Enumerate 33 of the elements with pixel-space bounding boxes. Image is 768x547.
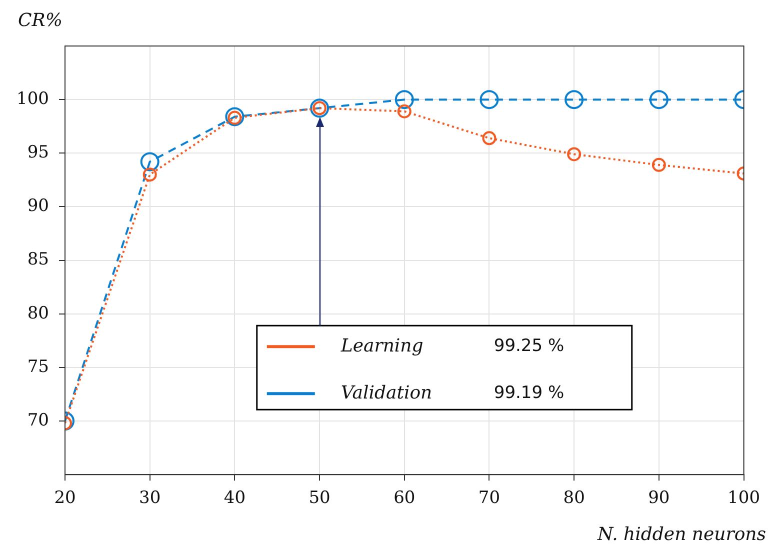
y-tick-label: 80: [27, 303, 49, 324]
point: [564, 90, 584, 110]
y-tick-label: 70: [27, 410, 49, 430]
point: [649, 90, 668, 110]
y-tick-label: 100: [16, 88, 49, 109]
legend-label: Learning: [340, 335, 424, 356]
x-tick-label: 70: [478, 488, 500, 508]
x-tick-label: 60: [394, 488, 416, 508]
x-tick-label: 40: [224, 488, 246, 508]
y-tick-label: 75: [27, 356, 49, 377]
y-tick-label: 90: [27, 196, 49, 216]
point: [397, 104, 412, 118]
annotation: 99.19 %: [494, 383, 564, 404]
y-tick-label: 85: [27, 250, 49, 270]
x-axis-title: N. hidden neurons: [596, 524, 766, 545]
x-tick-label: 50: [308, 488, 330, 508]
point: [480, 90, 499, 110]
x-tick-label: 100: [728, 488, 760, 508]
point: [140, 152, 160, 172]
y-axis-title: CR%: [18, 10, 62, 31]
point: [142, 168, 157, 182]
annotation: 99.25 %: [494, 336, 564, 356]
point: [482, 131, 496, 146]
legend-label: Validation: [340, 382, 432, 404]
x-tick-label: 30: [139, 488, 161, 508]
x-tick-label: 90: [648, 488, 670, 508]
point: [567, 147, 582, 162]
x-tick-label: 20: [54, 488, 76, 508]
y-tick-label: 95: [27, 142, 49, 163]
point: [394, 90, 414, 110]
point: [225, 107, 244, 126]
point: [652, 158, 666, 172]
x-tick-label: 80: [563, 488, 585, 508]
